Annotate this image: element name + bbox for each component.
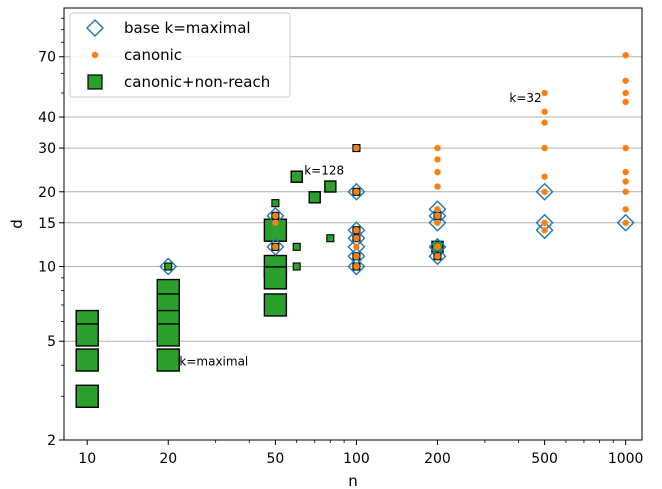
base-diamond <box>428 247 447 266</box>
y-tick-label: 30 <box>38 141 56 157</box>
canonic-dot <box>434 253 441 260</box>
canonic-dot <box>622 51 629 59</box>
canonic-dot <box>541 173 548 180</box>
nonreach-square <box>75 348 99 372</box>
canonic-dot <box>434 168 441 176</box>
canonic-dot <box>541 188 548 195</box>
x-tick-label: 500 <box>531 451 558 467</box>
canonic-dot <box>541 108 548 115</box>
canonic-dot <box>353 188 360 195</box>
legend-items: base k=maximal canonic canonic+non-reach <box>86 19 270 91</box>
canonic-dot <box>622 77 629 84</box>
y-tick-label: 15 <box>38 216 56 232</box>
nonreach-square <box>324 180 337 193</box>
y-tick-label: 70 <box>38 50 56 66</box>
base-diamond <box>159 257 178 276</box>
nonreach-square <box>292 262 301 271</box>
nonreach-square <box>75 323 99 347</box>
y-tick-label: 2 <box>47 433 56 449</box>
canonic-dot <box>434 206 441 213</box>
y-tick-label: 10 <box>38 259 56 275</box>
x-tick-label: 100 <box>343 451 370 467</box>
canonic-dot <box>272 212 279 220</box>
legend-square-icon <box>87 74 103 90</box>
canonic-dot <box>541 119 548 126</box>
nonreach-square <box>75 384 99 408</box>
nonreach-square <box>164 262 173 271</box>
legend: base k=maximal canonic canonic+non-reach <box>69 12 291 98</box>
x-axis-label: n <box>348 472 358 489</box>
base-diamond <box>535 221 554 240</box>
canonic-dot <box>434 144 441 152</box>
base-diamond <box>616 213 635 232</box>
nonreach-square <box>326 234 335 243</box>
canonic-dot <box>353 243 360 251</box>
base-diamond <box>347 257 366 276</box>
canonic-dot <box>434 156 441 163</box>
base-diamond <box>428 213 447 232</box>
base-diamond <box>535 182 554 201</box>
y-tick-label: 5 <box>47 334 56 350</box>
legend-dot-icon <box>91 51 99 59</box>
annotations: k=128 k=32 k=maximal <box>179 91 541 368</box>
nonreach-square <box>156 323 180 347</box>
canonic-dot <box>622 98 629 106</box>
plot-data <box>75 51 635 408</box>
x-tick-label: 1000 <box>608 451 644 467</box>
canonic-dot <box>353 235 360 242</box>
canonic-dot <box>353 263 360 270</box>
canonic-dot <box>622 89 629 97</box>
base-diamond <box>347 182 366 201</box>
x-tick-label: 50 <box>266 451 284 467</box>
canonic-dot <box>434 219 441 226</box>
canonic-dot <box>622 144 629 152</box>
legend-label: base k=maximal <box>124 19 251 37</box>
canonic-dot <box>622 168 629 176</box>
annotation-label: k=128 <box>304 163 344 177</box>
y-tick-label: 20 <box>38 185 56 201</box>
nonreach-square <box>156 348 180 372</box>
canonic-dot <box>434 212 441 220</box>
canonic-dot <box>353 144 360 152</box>
nonreach-square <box>263 266 288 290</box>
nonreach-square <box>263 218 288 242</box>
gridlines <box>64 56 642 441</box>
legend-box <box>69 12 291 98</box>
legend-diamond-icon <box>86 19 104 37</box>
canonic-dot <box>622 219 629 226</box>
nonreach-square <box>308 191 321 204</box>
legend-label: canonic+non-reach <box>124 73 270 91</box>
x-tick-label: 10 <box>78 451 96 467</box>
canonic-dot <box>622 188 629 195</box>
base-diamond <box>266 237 285 256</box>
annotation-label: k=maximal <box>179 354 248 368</box>
y-tick-label: 40 <box>38 110 56 126</box>
canonic-dot <box>272 219 279 226</box>
nonreach-square <box>263 293 288 317</box>
x-tick-label: 20 <box>159 451 177 467</box>
y-axis-label: d <box>8 219 26 229</box>
legend-label: canonic <box>124 46 182 64</box>
canonic-dot <box>272 243 279 251</box>
canonic-dot <box>541 144 548 152</box>
plot-frame <box>63 7 643 441</box>
canonic-dot <box>353 253 360 260</box>
canonic-dot <box>622 206 629 213</box>
nonreach-square <box>271 199 280 208</box>
canonic-dot <box>622 178 629 185</box>
nonreach-square <box>292 242 301 251</box>
canonic-dot <box>541 89 548 97</box>
canonic-dot <box>541 227 548 234</box>
canonic-dot <box>434 243 441 251</box>
nonreach-square <box>290 170 303 183</box>
axis-ticks: 2 5 10 15 20 30 40 70 10 20 50 100 200 500 1000 <box>38 17 644 467</box>
canonic-dot <box>541 219 548 226</box>
canonic-dot <box>434 183 441 190</box>
x-tick-label: 200 <box>424 451 451 467</box>
canonic-dot <box>353 227 360 234</box>
annotation-label: k=32 <box>509 91 541 105</box>
